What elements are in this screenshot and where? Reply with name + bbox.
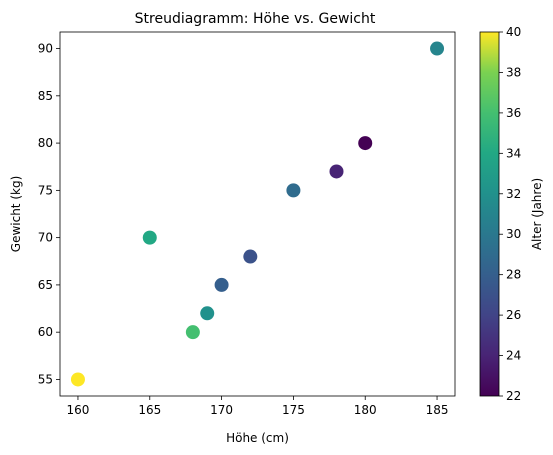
colorbar: 22 24 26 28 30 32 34 36 38 40 Alter (Jahre) <box>479 25 544 403</box>
y-tick-label: 70 <box>38 231 53 245</box>
colorbar-tick-label: 22 <box>506 389 521 403</box>
colorbar-tick-label: 28 <box>506 268 521 282</box>
x-tick-label: 165 <box>138 403 161 417</box>
colorbar-frame <box>479 31 500 397</box>
y-tick-label: 85 <box>38 89 53 103</box>
data-point <box>243 249 258 264</box>
colorbar-tick-label: 36 <box>506 106 521 120</box>
x-tick-label: 160 <box>67 403 90 417</box>
plot-frame <box>59 31 456 397</box>
y-tick-label: 65 <box>38 278 53 292</box>
data-point <box>329 164 344 179</box>
colorbar-tick-label: 38 <box>506 65 521 79</box>
y-tick-label: 60 <box>38 325 53 339</box>
x-tick-label: 185 <box>426 403 449 417</box>
colorbar-label: Alter (Jahre) <box>530 178 544 250</box>
y-axis-label: Gewicht (kg) <box>9 176 23 252</box>
plot-area: 160 165 170 175 180 185 55 60 65 70 75 80 85 90 <box>38 31 456 417</box>
data-point <box>214 277 229 292</box>
data-point <box>430 41 445 56</box>
colorbar-tick-label: 24 <box>506 349 521 363</box>
colorbar-ticks: 22 24 26 28 30 32 34 36 38 40 <box>499 25 521 403</box>
colorbar-tick-label: 30 <box>506 227 521 241</box>
y-tick-label: 80 <box>38 136 53 150</box>
x-axis-ticks: 160 165 170 175 180 185 <box>67 396 449 417</box>
x-tick-label: 180 <box>354 403 377 417</box>
y-tick-label: 75 <box>38 183 53 197</box>
chart-title: Streudiagramm: Höhe vs. Gewicht <box>135 11 376 27</box>
data-point <box>358 136 373 151</box>
colorbar-tick-label: 40 <box>506 25 521 39</box>
x-tick-label: 170 <box>210 403 233 417</box>
y-tick-label: 55 <box>38 372 53 386</box>
data-point <box>200 306 215 321</box>
x-axis-label: Höhe (cm) <box>226 431 289 445</box>
y-axis-ticks: 55 60 65 70 75 80 85 90 <box>38 42 60 386</box>
data-points <box>70 41 445 387</box>
x-tick-label: 175 <box>282 403 305 417</box>
colorbar-tick-label: 26 <box>506 308 521 322</box>
data-point <box>185 325 200 340</box>
colorbar-tick-label: 34 <box>506 146 521 160</box>
data-point <box>142 230 157 245</box>
data-point <box>286 183 301 198</box>
data-point <box>70 372 85 387</box>
colorbar-tick-label: 32 <box>506 187 521 201</box>
y-tick-label: 90 <box>38 42 53 56</box>
colorbar-gradient <box>480 32 499 396</box>
